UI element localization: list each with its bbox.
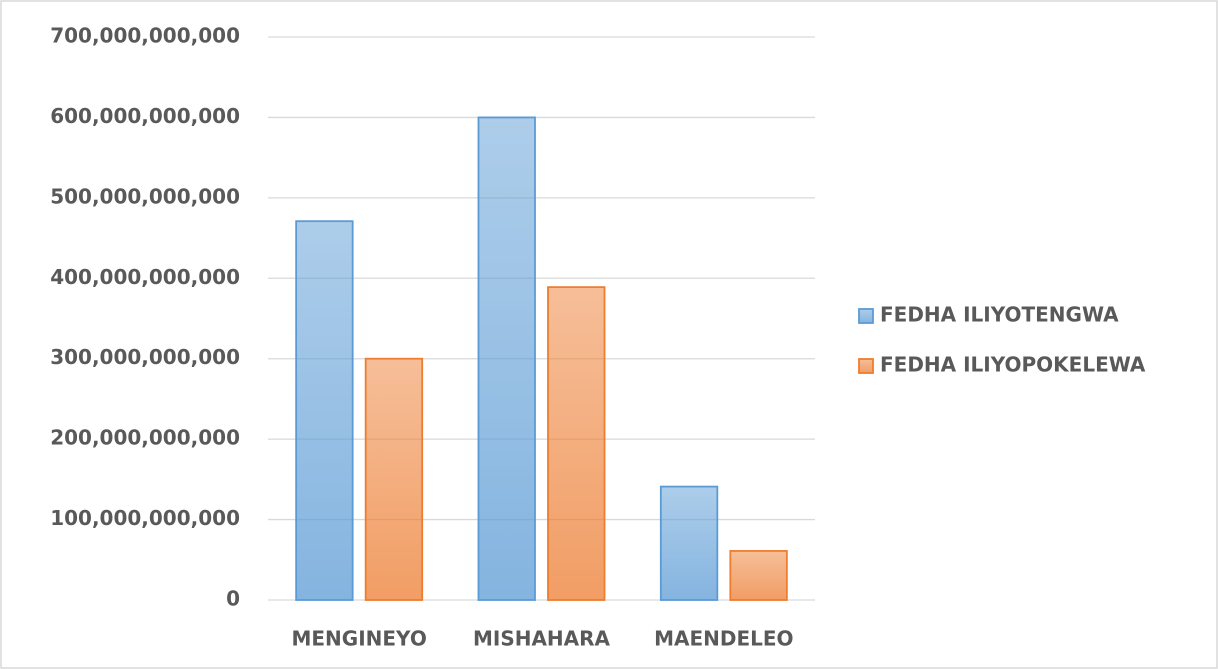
y-tick-label: 100,000,000,000	[50, 506, 240, 530]
x-tick-label: MISHAHARA	[473, 627, 611, 651]
y-tick-label: 0	[226, 587, 240, 611]
y-tick-label: 500,000,000,000	[50, 184, 240, 208]
bar	[729, 550, 788, 601]
y-tick-label: 400,000,000,000	[50, 265, 240, 289]
legend-swatch	[858, 308, 874, 324]
bar	[295, 220, 354, 601]
y-tick-label: 700,000,000,000	[50, 24, 240, 48]
y-tick-label: 300,000,000,000	[50, 345, 240, 369]
legend-label: FEDHA ILIYOTENGWA	[880, 303, 1119, 327]
legend-swatch	[858, 358, 874, 374]
bar	[659, 485, 719, 601]
bar	[547, 286, 606, 601]
y-tick-label: 600,000,000,000	[50, 104, 240, 128]
bar	[364, 357, 424, 601]
bar	[477, 116, 536, 601]
legend-label: FEDHA ILIYOPOKELEWA	[880, 353, 1146, 377]
x-tick-label: MENGINEYO	[291, 627, 426, 651]
x-tick-label: MAENDELEO	[654, 627, 793, 651]
y-tick-label: 200,000,000,000	[50, 426, 240, 450]
